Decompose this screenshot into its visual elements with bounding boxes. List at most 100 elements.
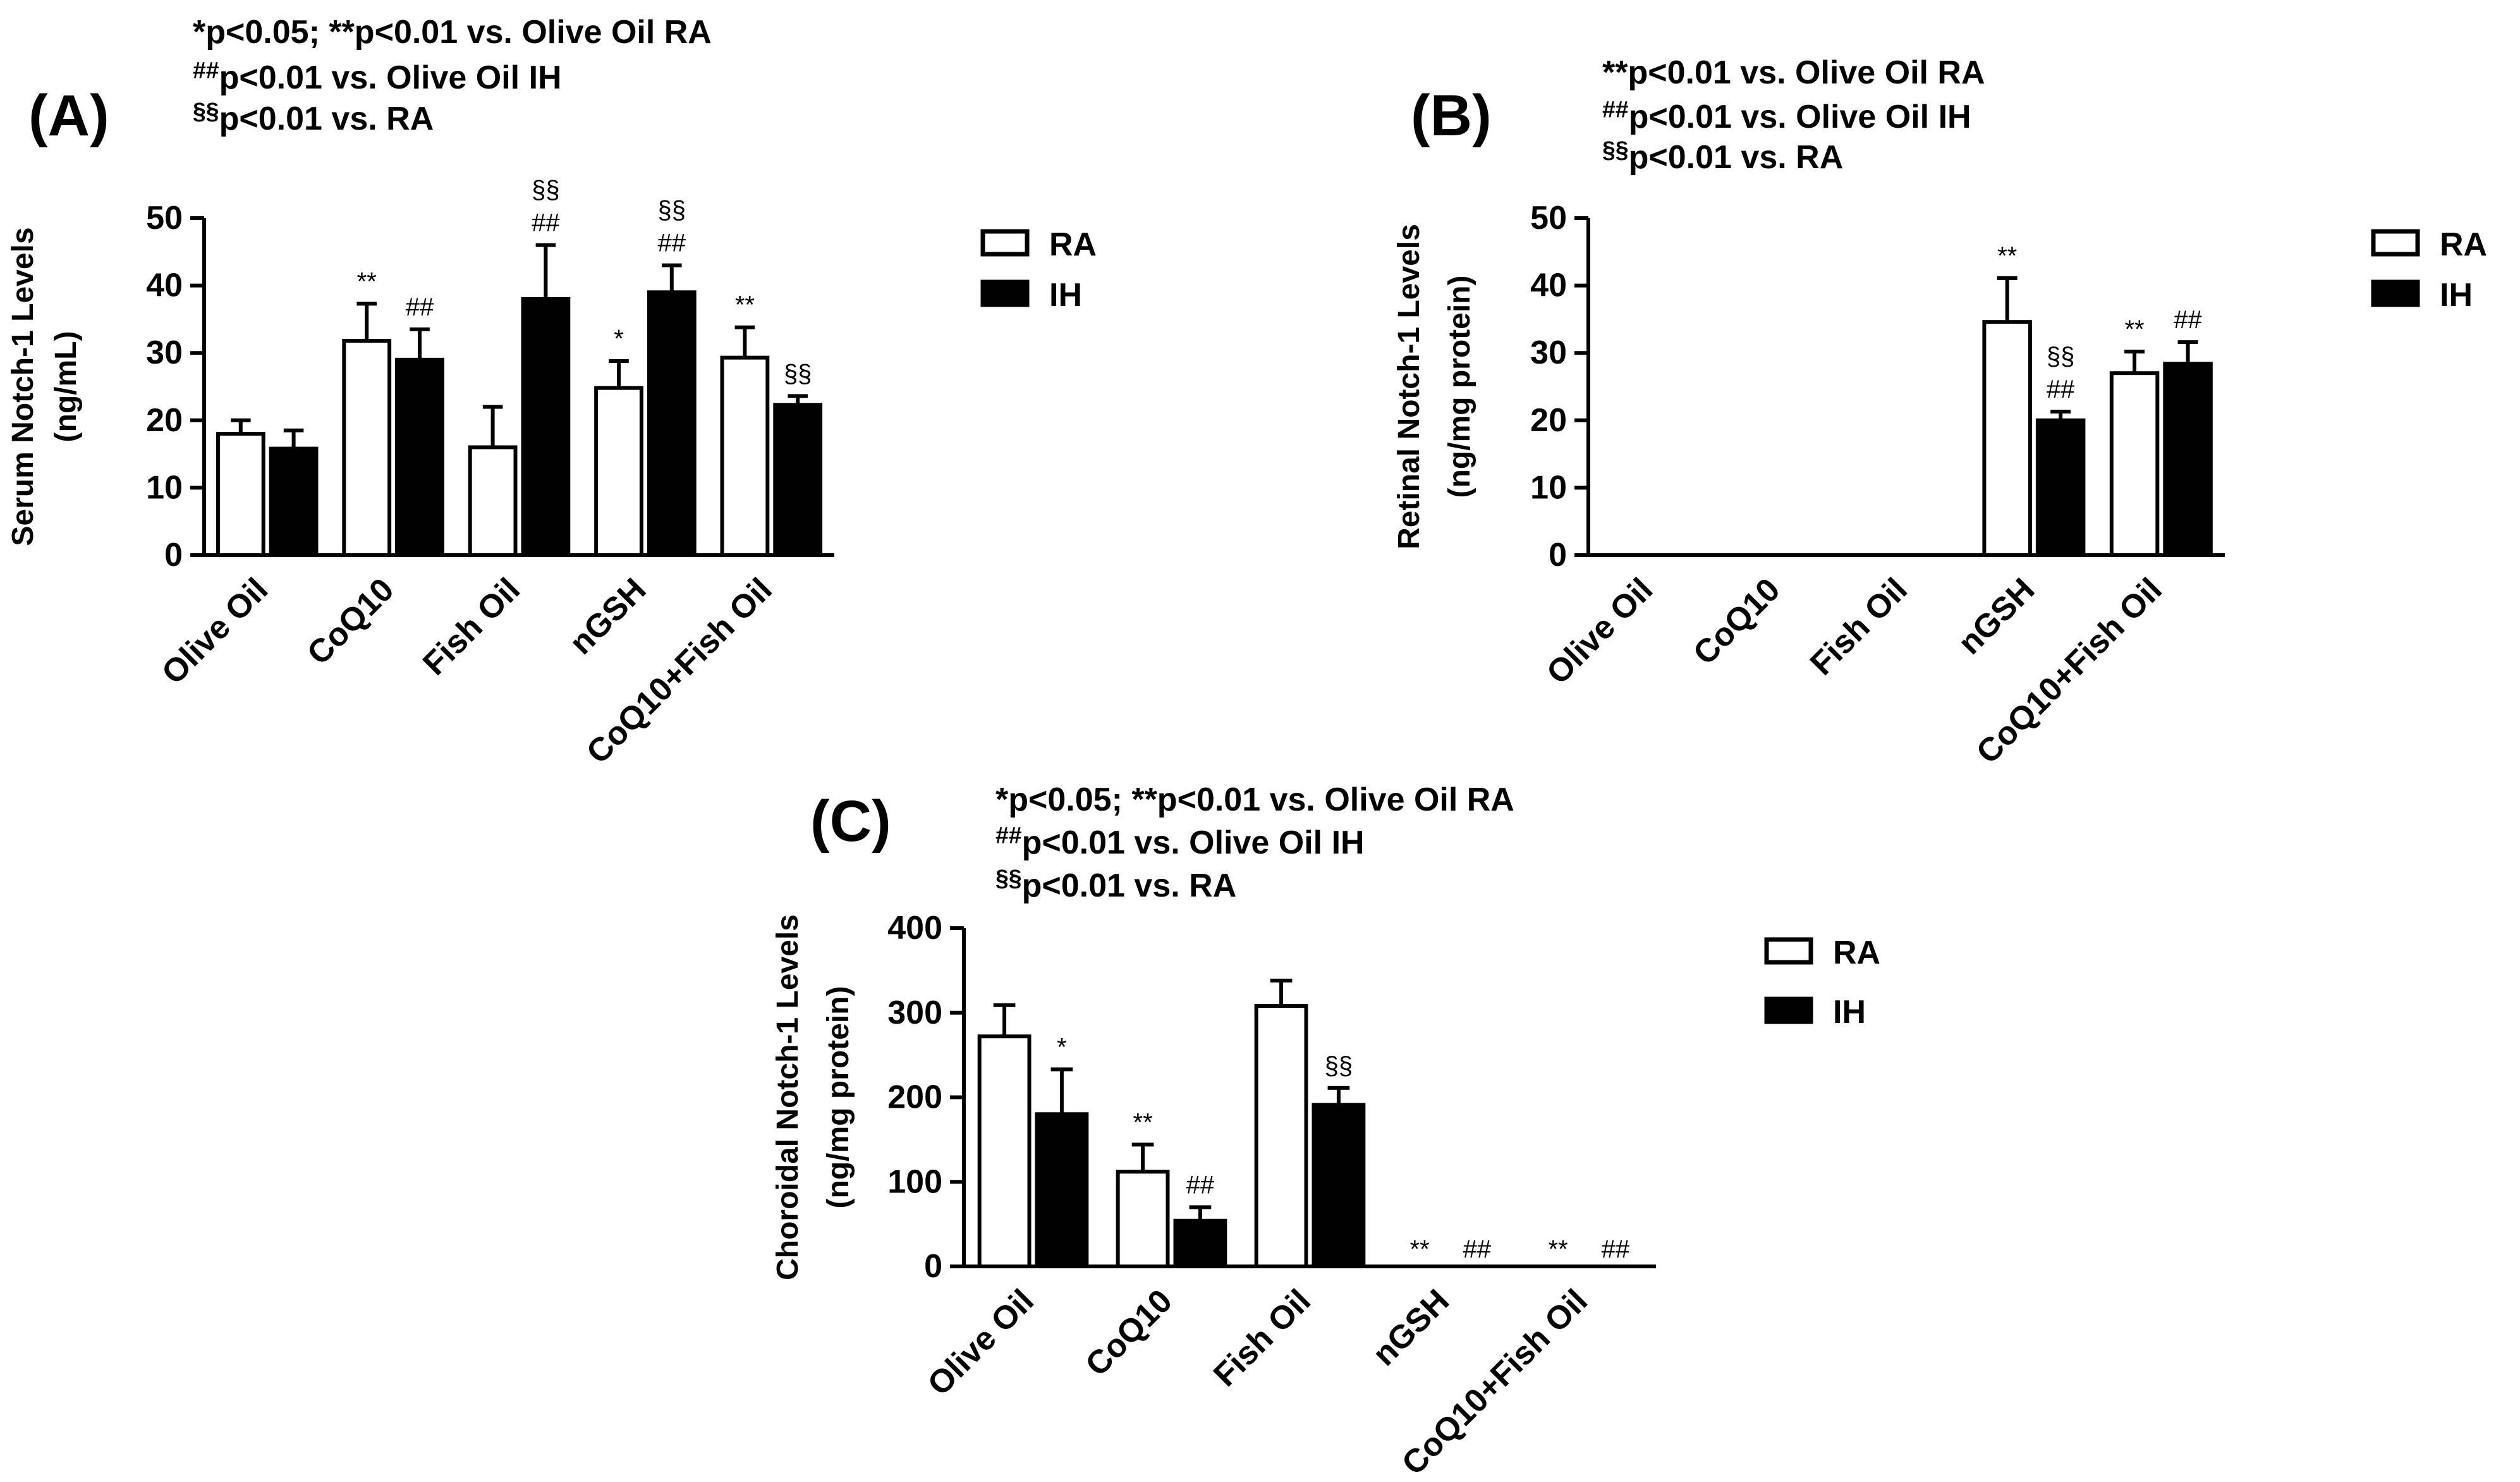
- significance-marker: §§: [532, 176, 560, 204]
- significance-note: §§p<0.01 vs. RA: [1602, 136, 1843, 176]
- x-tick-label: Fish Oil: [1207, 1282, 1318, 1393]
- significance-note: ##p<0.01 vs. Olive Oil IH: [995, 821, 1365, 861]
- x-tick-label: nGSH: [563, 571, 653, 661]
- y-tick-label: 40: [146, 267, 183, 304]
- bar-ih: [647, 290, 697, 557]
- bar-ih: [1173, 1218, 1227, 1269]
- significance-marker: **: [735, 291, 755, 319]
- legend-label-ih: IH: [1049, 277, 1082, 314]
- bar-ra: [1116, 1170, 1170, 1268]
- bar-ra: [594, 386, 643, 558]
- legend: RA IH: [980, 226, 1097, 314]
- significance-marker: ##: [1186, 1171, 1215, 1199]
- significance-note: ##p<0.01 vs. Olive Oil IH: [193, 56, 562, 96]
- panel-label: (B): [1411, 83, 1492, 148]
- bar-ih: [773, 403, 823, 557]
- y-tick-label: 10: [1530, 469, 1567, 506]
- significance-marker: **: [1133, 1108, 1153, 1136]
- legend-swatch-ih: [2371, 279, 2420, 307]
- panel-label: (A): [28, 83, 109, 148]
- legend-label-ih: IH: [1833, 994, 1866, 1031]
- panel-c: (C) *p<0.05; **p<0.01 vs. Olive Oil RA##p…: [771, 781, 1880, 1482]
- significance-marker: ##: [1463, 1235, 1492, 1263]
- legend: RA IH: [2371, 226, 2487, 314]
- significance-note: *p<0.05; **p<0.01 vs. Olive Oil RA: [193, 14, 712, 51]
- legend-swatch-ih: [980, 279, 1030, 307]
- y-axis-unit-label: (ng/mg protein): [822, 986, 855, 1209]
- significance-marker: §§: [2047, 343, 2075, 370]
- bar-ra: [468, 445, 518, 557]
- x-tick-label: Olive Oil: [921, 1282, 1041, 1402]
- y-axis-unit-label: (ng/mL): [49, 331, 83, 443]
- x-tick-label: Fish Oil: [416, 571, 527, 682]
- y-tick-label: 0: [164, 537, 183, 573]
- significance-marker: **: [1410, 1235, 1430, 1263]
- significance-marker: **: [1549, 1235, 1568, 1263]
- significance-note: §§p<0.01 vs. RA: [193, 97, 434, 137]
- y-tick-label: 30: [1530, 334, 1567, 371]
- x-tick-label: CoQ10: [300, 571, 401, 672]
- x-tick-label: nGSH: [1951, 571, 2042, 661]
- bar-ih: [1312, 1103, 1366, 1268]
- y-tick-label: 0: [924, 1248, 942, 1285]
- y-axis-label: Retinal Notch-1 Levels: [1392, 224, 1426, 549]
- y-tick-label: 50: [1530, 200, 1567, 236]
- bar-ih: [2035, 418, 2086, 557]
- x-tick-label: nGSH: [1366, 1282, 1456, 1373]
- bar-ra: [2109, 371, 2160, 557]
- significance-marker: ##: [1602, 1235, 1630, 1263]
- legend-swatch-ra: [980, 229, 1030, 257]
- x-tick-label: Olive Oil: [1540, 571, 1660, 691]
- bar-ih: [395, 357, 444, 557]
- significance-marker: *: [614, 325, 624, 353]
- bar-ra: [977, 1034, 1032, 1268]
- significance-note: *p<0.05; **p<0.01 vs. Olive Oil RA: [995, 781, 1514, 818]
- y-tick-label: 100: [887, 1163, 942, 1200]
- significance-marker: **: [1997, 242, 2017, 270]
- y-tick-label: 50: [146, 200, 183, 236]
- legend-swatch-ra: [2371, 229, 2420, 257]
- bar-ih: [1035, 1112, 1089, 1268]
- y-tick-label: 20: [146, 402, 183, 439]
- legend-label-ih: IH: [2440, 277, 2473, 314]
- bar-ra: [720, 355, 770, 557]
- y-tick-label: 300: [887, 995, 942, 1031]
- legend-label-ra: RA: [1049, 226, 1097, 263]
- x-tick-label: CoQ10: [1686, 571, 1787, 672]
- significance-marker: ##: [2174, 306, 2202, 334]
- y-tick-label: 400: [887, 910, 942, 946]
- y-tick-label: 30: [146, 334, 183, 371]
- legend-swatch-ra: [1764, 937, 1813, 965]
- significance-note: §§p<0.01 vs. RA: [995, 864, 1236, 904]
- panel-label: (C): [810, 789, 891, 854]
- significance-note: **p<0.01 vs. Olive Oil RA: [1602, 54, 1985, 91]
- bar-ih: [521, 297, 571, 557]
- bar-ih: [269, 446, 319, 558]
- significance-marker: §§: [658, 197, 686, 224]
- y-tick-label: 20: [1530, 402, 1567, 439]
- significance-marker: ##: [658, 230, 686, 257]
- panel-b: (B) **p<0.01 vs. Olive Oil RA ##p<0.01 vs.…: [1392, 54, 2487, 771]
- bar-ra: [1254, 1004, 1308, 1269]
- y-axis-label: Serum Notch-1 Levels: [6, 227, 40, 546]
- legend-swatch-ih: [1764, 996, 1813, 1024]
- y-axis-label: Choroidal Notch-1 Levels: [771, 914, 805, 1280]
- significance-marker: §§: [784, 360, 812, 388]
- significance-marker: *: [1057, 1033, 1067, 1061]
- legend: RA IH: [1764, 934, 1880, 1031]
- legend-label-ra: RA: [1833, 934, 1880, 971]
- x-tick-label: Olive Oil: [155, 571, 275, 691]
- significance-marker: §§: [1325, 1052, 1353, 1080]
- y-tick-label: 40: [1530, 267, 1567, 304]
- y-tick-label: 10: [146, 469, 183, 506]
- y-tick-label: 0: [1549, 537, 1567, 573]
- significance-marker: **: [2124, 315, 2144, 343]
- legend-label-ra: RA: [2440, 226, 2487, 263]
- significance-marker: ##: [532, 209, 560, 237]
- bar-ra: [1982, 320, 2032, 557]
- x-tick-label: CoQ10: [1078, 1282, 1179, 1383]
- bar-ra: [342, 339, 392, 558]
- bar-ih: [2163, 362, 2213, 557]
- significance-marker: ##: [406, 293, 434, 321]
- x-tick-label: Fish Oil: [1803, 571, 1914, 682]
